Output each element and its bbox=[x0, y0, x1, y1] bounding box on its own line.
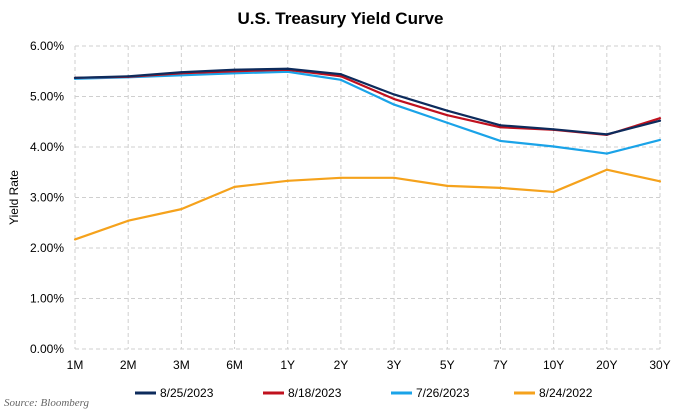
data-point bbox=[233, 72, 236, 75]
series-line bbox=[74, 70, 661, 155]
data-point bbox=[73, 76, 77, 79]
y-tick-label: 2.00% bbox=[30, 241, 64, 255]
data-point bbox=[446, 184, 449, 187]
data-point bbox=[286, 67, 289, 70]
legend-item: 7/26/2023 bbox=[391, 386, 470, 400]
legend-label: 8/18/2023 bbox=[288, 386, 342, 400]
data-point bbox=[127, 219, 130, 222]
data-point bbox=[658, 138, 662, 142]
x-tick-label: 6M bbox=[226, 358, 243, 372]
x-tick-label: 2M bbox=[120, 358, 137, 372]
data-point bbox=[658, 180, 662, 183]
series-8-18-2023 bbox=[73, 68, 662, 136]
series-line bbox=[74, 68, 661, 136]
data-point bbox=[552, 190, 555, 194]
data-point bbox=[180, 71, 183, 74]
legend: 8/25/2023 8/18/2023 7/26/2023 8/24/2022 bbox=[135, 386, 593, 400]
data-point bbox=[658, 117, 662, 120]
legend-label: 8/25/2023 bbox=[160, 386, 214, 400]
data-point bbox=[499, 186, 502, 190]
data-point bbox=[286, 179, 289, 182]
axis-layer: 0.00% 1.00% 2.00% 3.00% 4.00% 5.00% 6.00% 1M 2M 3… bbox=[7, 39, 671, 372]
data-point bbox=[392, 97, 396, 101]
data-point bbox=[499, 126, 502, 129]
data-point bbox=[73, 238, 77, 241]
x-tick-label: 7Y bbox=[493, 358, 508, 372]
y-tick-label: 6.00% bbox=[30, 39, 64, 53]
data-point bbox=[180, 74, 183, 77]
data-point bbox=[286, 70, 289, 73]
data-point bbox=[605, 133, 608, 136]
source-note: Source: Bloomberg bbox=[4, 397, 90, 409]
data-point bbox=[339, 176, 343, 179]
series-8-24-2022 bbox=[73, 168, 662, 241]
y-axis-title: Yield Rate bbox=[7, 170, 21, 225]
data-point bbox=[233, 68, 236, 71]
x-tick-label: 5Y bbox=[440, 358, 455, 372]
data-point bbox=[127, 75, 130, 78]
data-point bbox=[339, 73, 343, 76]
data-point bbox=[552, 128, 555, 131]
x-tick-label: 3Y bbox=[387, 358, 402, 372]
legend-item: 8/25/2023 bbox=[135, 386, 214, 400]
chart-title: U.S. Treasury Yield Curve bbox=[237, 9, 444, 28]
x-tick-label: 1Y bbox=[280, 358, 295, 372]
data-point bbox=[552, 145, 555, 148]
legend-label: 8/24/2022 bbox=[539, 386, 593, 400]
x-tick-label: 2Y bbox=[334, 358, 349, 372]
x-tick-label: 3M bbox=[173, 358, 190, 372]
data-point bbox=[605, 168, 608, 171]
y-tick-label: 3.00% bbox=[30, 191, 64, 205]
data-point bbox=[339, 75, 343, 78]
legend-item: 8/24/2022 bbox=[514, 386, 593, 400]
data-point bbox=[180, 208, 183, 211]
y-tick-label: 5.00% bbox=[30, 90, 64, 104]
x-tick-label: 30Y bbox=[649, 358, 670, 372]
x-tick-label: 10Y bbox=[543, 358, 564, 372]
x-tick-label: 1M bbox=[67, 358, 84, 372]
data-point bbox=[658, 119, 662, 122]
legend-label: 7/26/2023 bbox=[416, 386, 470, 400]
data-point bbox=[446, 114, 449, 117]
series-line bbox=[74, 168, 661, 241]
data-point bbox=[339, 78, 343, 81]
y-tick-label: 4.00% bbox=[30, 140, 64, 154]
data-point bbox=[392, 103, 396, 106]
data-point bbox=[392, 93, 396, 96]
data-point bbox=[446, 109, 449, 112]
data-point bbox=[392, 176, 396, 179]
y-tick-label: 1.00% bbox=[30, 292, 64, 306]
data-point bbox=[446, 121, 449, 124]
x-tick-label: 20Y bbox=[596, 358, 617, 372]
series-8-25-2023 bbox=[73, 67, 662, 136]
series-line bbox=[74, 67, 661, 136]
grid-layer bbox=[74, 45, 661, 350]
data-point bbox=[605, 152, 608, 155]
data-point bbox=[499, 139, 502, 143]
series-layer bbox=[73, 67, 662, 241]
y-tick-label: 0.00% bbox=[30, 342, 64, 356]
data-point bbox=[499, 124, 502, 127]
data-point bbox=[233, 185, 236, 188]
legend-item: 8/18/2023 bbox=[263, 386, 342, 400]
